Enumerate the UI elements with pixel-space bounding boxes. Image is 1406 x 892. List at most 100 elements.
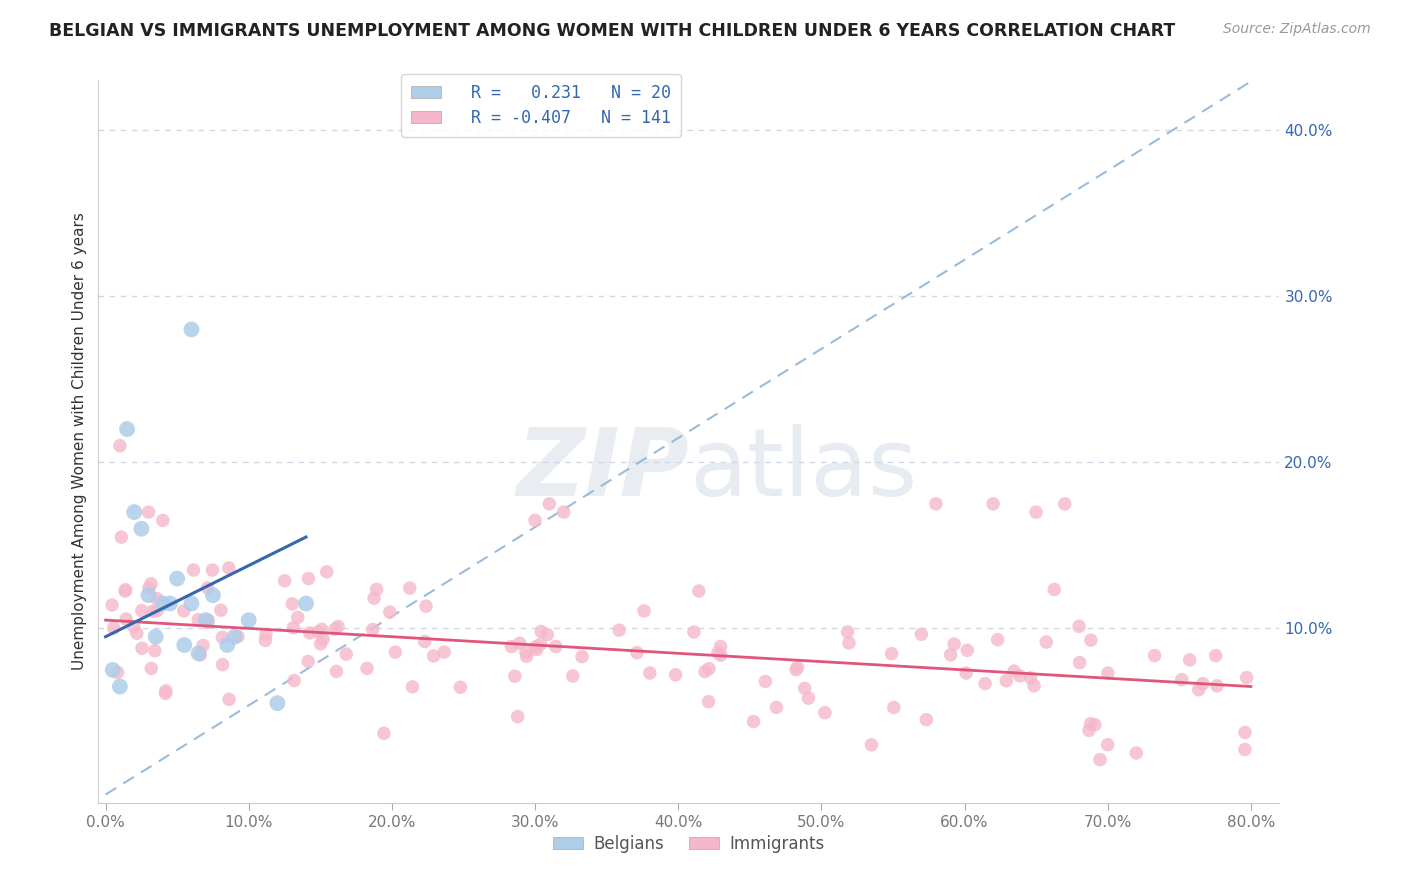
- Point: [553, 505, 575, 519]
- Point: [1019, 671, 1042, 685]
- Point: [254, 633, 277, 648]
- Point: [943, 637, 966, 651]
- Point: [1053, 497, 1076, 511]
- Point: [987, 632, 1010, 647]
- Point: [1125, 746, 1147, 760]
- Point: [422, 648, 444, 663]
- Point: [665, 668, 688, 682]
- Point: [224, 630, 246, 644]
- Point: [697, 695, 720, 709]
- Point: [356, 661, 378, 675]
- Point: [194, 613, 217, 627]
- Point: [138, 588, 160, 602]
- Point: [115, 612, 138, 626]
- Point: [166, 572, 188, 586]
- Point: [325, 665, 347, 679]
- Point: [697, 662, 720, 676]
- Point: [956, 643, 979, 657]
- Point: [254, 627, 277, 641]
- Point: [524, 640, 547, 654]
- Point: [449, 680, 471, 694]
- Point: [155, 686, 177, 700]
- Point: [503, 669, 526, 683]
- Point: [187, 613, 209, 627]
- Point: [509, 636, 531, 650]
- Point: [1206, 679, 1229, 693]
- Point: [159, 597, 181, 611]
- Point: [326, 619, 349, 633]
- Point: [1233, 725, 1256, 739]
- Point: [139, 576, 162, 591]
- Point: [131, 641, 153, 656]
- Point: [114, 584, 136, 599]
- Point: [544, 640, 567, 654]
- Point: [1080, 716, 1102, 731]
- Point: [155, 684, 177, 698]
- Point: [786, 660, 808, 674]
- Point: [226, 630, 249, 644]
- Point: [152, 513, 174, 527]
- Point: [1022, 679, 1045, 693]
- Point: [1067, 619, 1090, 633]
- Point: [307, 625, 329, 640]
- Point: [524, 513, 547, 527]
- Point: [131, 522, 153, 536]
- Point: [315, 565, 337, 579]
- Point: [1236, 671, 1258, 685]
- Point: [530, 624, 553, 639]
- Point: [173, 638, 195, 652]
- Point: [323, 622, 346, 636]
- Point: [1188, 682, 1211, 697]
- Point: [107, 665, 129, 680]
- Point: [366, 582, 388, 597]
- Point: [710, 648, 733, 663]
- Point: [209, 603, 232, 617]
- Point: [335, 647, 357, 661]
- Point: [413, 634, 436, 648]
- Point: [312, 632, 335, 647]
- Point: [122, 619, 145, 633]
- Point: [515, 645, 537, 659]
- Point: [693, 665, 716, 679]
- Point: [281, 597, 304, 611]
- Point: [883, 700, 905, 714]
- Point: [141, 661, 163, 675]
- Point: [538, 497, 561, 511]
- Point: [398, 581, 420, 595]
- Point: [626, 646, 648, 660]
- Point: [146, 604, 169, 618]
- Legend: Belgians, Immigrants: Belgians, Immigrants: [547, 828, 831, 860]
- Point: [571, 649, 593, 664]
- Point: [311, 623, 333, 637]
- Point: [526, 642, 548, 657]
- Point: [536, 627, 558, 641]
- Point: [101, 663, 124, 677]
- Point: [1233, 742, 1256, 756]
- Point: [793, 681, 815, 696]
- Point: [110, 530, 132, 544]
- Point: [188, 648, 211, 662]
- Point: [1069, 656, 1091, 670]
- Point: [211, 631, 233, 645]
- Point: [138, 581, 160, 595]
- Point: [295, 597, 318, 611]
- Point: [1008, 669, 1031, 683]
- Point: [1143, 648, 1166, 663]
- Point: [115, 422, 138, 436]
- Point: [415, 599, 437, 614]
- Point: [142, 604, 165, 618]
- Point: [838, 636, 860, 650]
- Point: [143, 643, 166, 657]
- Point: [211, 657, 233, 672]
- Point: [197, 581, 219, 595]
- Point: [1191, 677, 1213, 691]
- Point: [837, 624, 859, 639]
- Point: [925, 497, 948, 511]
- Point: [378, 605, 401, 619]
- Point: [173, 604, 195, 618]
- Point: [297, 655, 319, 669]
- Point: [114, 582, 136, 597]
- Point: [1035, 635, 1057, 649]
- Point: [915, 713, 938, 727]
- Point: [218, 561, 240, 575]
